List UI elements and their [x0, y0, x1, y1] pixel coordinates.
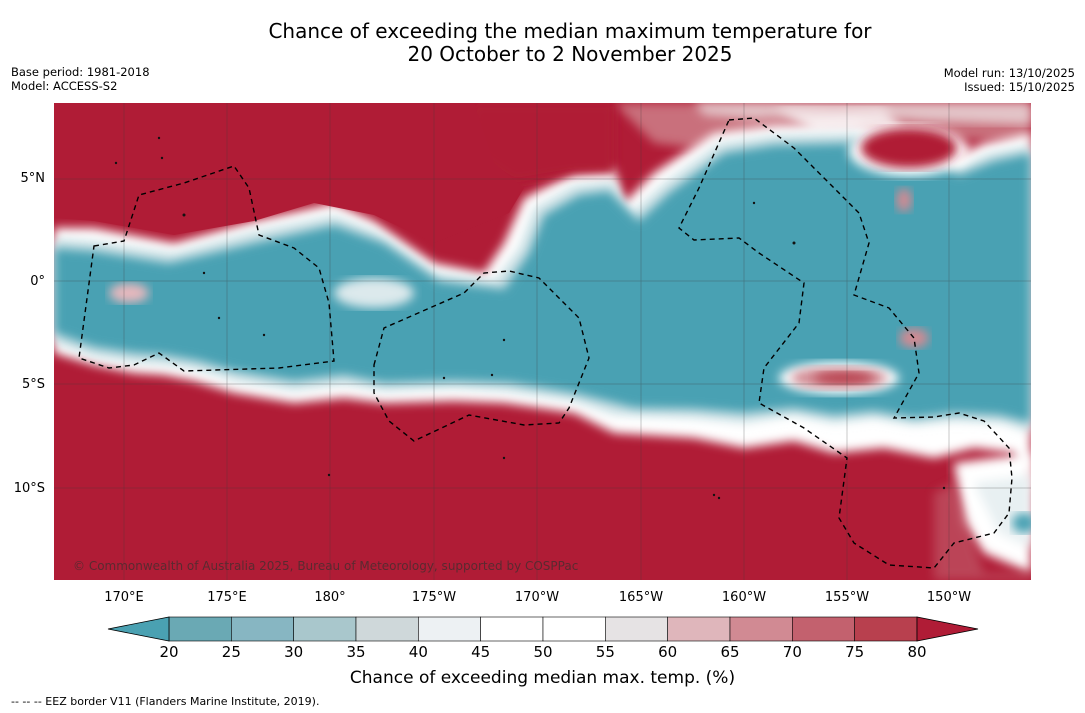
warm-patch-west: [109, 278, 929, 348]
title-line-1: Chance of exceeding the median maximum t…: [268, 19, 872, 43]
lat-label-5s: 5°S: [21, 377, 45, 392]
lon-label-175e: 175°E: [207, 590, 247, 605]
model-text: Model: ACCESS-S2: [11, 79, 118, 93]
island-dots: [114, 136, 946, 500]
model-run-text: Model run: 13/10/2025: [943, 66, 1075, 80]
colorbar-tick-label: 80: [907, 643, 927, 661]
colorbar-tick-label: 65: [720, 643, 740, 661]
colorbar-bin: [168, 616, 232, 642]
colorbar-bin: [355, 616, 419, 642]
colorbar-bin: [418, 616, 481, 642]
lon-label-150w: 150°W: [926, 590, 972, 605]
colorbar-tick-label: 30: [284, 643, 304, 661]
colorbar-bin: [792, 616, 855, 642]
colorbar-tick-label: 40: [408, 643, 428, 661]
warm-patch-central-east: [779, 362, 899, 394]
colorbar-bin: [480, 616, 544, 642]
lon-label-170w: 170°W: [514, 590, 560, 605]
colorbar: [107, 616, 979, 642]
colorbar-bin: [293, 616, 357, 642]
colorbar-extend-high: [916, 616, 979, 642]
colorbar-tick-label: 70: [782, 643, 802, 661]
colorbar-tick-label: 45: [471, 643, 491, 661]
cool-region: [54, 143, 1031, 423]
copyright-text: © Commonwealth of Australia 2025, Bureau…: [73, 559, 578, 573]
lon-label-180: 180°: [314, 590, 346, 605]
eez-borders: [78, 117, 1013, 569]
base-period-text: Base period: 1981-2018: [11, 65, 150, 79]
eez-legend-note: -- -- -- EEZ border V11 (Flanders Marine…: [11, 695, 320, 708]
warm-patch-northeast: [849, 126, 969, 212]
north-warm-tongue: [464, 103, 614, 183]
colorbar-tick-label: 25: [221, 643, 241, 661]
colorbar-bin: [854, 616, 918, 642]
title-line-2: 20 October to 2 November 2025: [407, 42, 733, 66]
colorbar-tick-label: 60: [658, 643, 678, 661]
colorbar-bin: [231, 616, 294, 642]
graticule: [54, 103, 1031, 580]
colorbar-bin: [667, 616, 731, 642]
colorbar-bin: [542, 616, 606, 642]
lat-label-10s: 10°S: [13, 481, 45, 496]
lon-label-175w: 175°W: [411, 590, 457, 605]
lon-label-165w: 165°W: [618, 590, 664, 605]
colorbar-tick-label: 35: [346, 643, 366, 661]
colorbar-bin: [605, 616, 668, 642]
issued-text: Issued: 15/10/2025: [964, 80, 1075, 94]
lon-label-155w: 155°W: [824, 590, 870, 605]
lon-label-160w: 160°W: [721, 590, 767, 605]
colorbar-tick-label: 50: [533, 643, 553, 661]
base-period-info: Base period: 1981-2018 Model: ACCESS-S2: [11, 65, 150, 93]
colorbar-tick-label: 55: [595, 643, 615, 661]
probability-map: © Commonwealth of Australia 2025, Bureau…: [54, 103, 1031, 580]
lat-label-0: 0°: [30, 274, 45, 289]
north-warm-west: [54, 103, 524, 243]
lat-label-5n: 5°N: [20, 171, 46, 186]
colorbar-label: Chance of exceeding median max. temp. (%…: [349, 668, 736, 688]
colorbar-tick-label: 20: [159, 643, 179, 661]
lon-label-170e: 170°E: [104, 590, 144, 605]
run-info: Model run: 13/10/2025 Issued: 15/10/2025: [944, 66, 1075, 94]
chart-title: Chance of exceeding the median maximum t…: [0, 20, 1085, 66]
colorbar-extend-low: [107, 616, 170, 642]
colorbar-tick-label: 75: [845, 643, 865, 661]
colorbar-bin: [729, 616, 793, 642]
